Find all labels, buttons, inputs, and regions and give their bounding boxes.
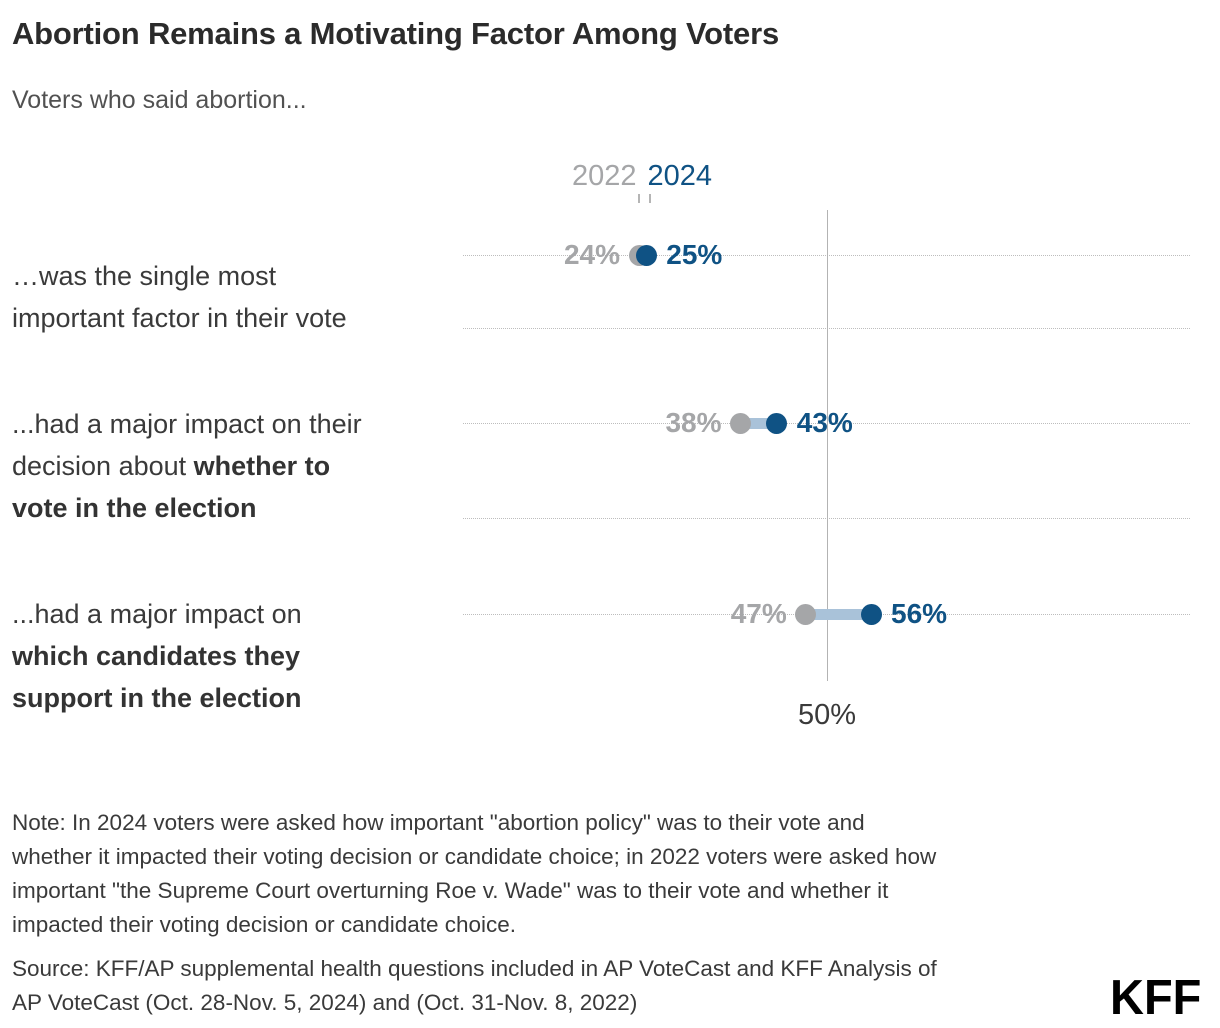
value-label-2022: 47% (730, 598, 787, 629)
legend: 2022 2024 (572, 160, 712, 193)
connector (805, 608, 871, 620)
category-label-text: ...had a major impact on (12, 599, 302, 629)
category-label-text-bold: which candidates they support in the ele… (12, 641, 302, 713)
gridline-separator-1 (463, 328, 1190, 329)
category-label-1: …was the single most important factor in… (12, 213, 482, 339)
value-label-2022: 38% (665, 407, 722, 438)
reference-line-50 (827, 210, 828, 681)
dot-2022 (730, 412, 751, 434)
gridline-row-1 (463, 255, 1190, 256)
category-label-text: …was the single most important factor in… (12, 261, 347, 333)
gridline-row-2 (463, 423, 1190, 424)
value-label-2024: 56% (891, 598, 948, 629)
legend-item-2022: 2022 (572, 160, 637, 192)
value-label-2024: 43% (796, 407, 853, 438)
category-label-2: ...had a major impact on their decision … (12, 361, 482, 529)
category-label-text-bold: whether to vote in the election (12, 451, 331, 523)
value-label-2022: 24% (563, 239, 620, 270)
note-text: Note: In 2024 voters were asked how impo… (12, 810, 937, 937)
legend-tick-marks (638, 194, 651, 203)
dot-2022 (795, 603, 817, 625)
kff-logo: KFF (1110, 969, 1202, 1025)
category-label-3: ...had a major impact on which candidate… (12, 551, 482, 719)
category-label-text: ...had a major impact on their decision … (12, 409, 362, 481)
value-label-2024: 25% (666, 239, 723, 270)
dot-2024 (766, 412, 788, 434)
legend-item-2024: 2024 (647, 160, 713, 192)
connector (740, 417, 777, 429)
chart-subtitle: Voters who said abortion... (12, 86, 307, 114)
page-title: Abortion Remains a Motivating Factor Amo… (12, 16, 779, 51)
reference-line-label: 50% (797, 699, 857, 731)
dot-2024 (860, 603, 882, 625)
dot-2024 (635, 244, 657, 266)
source-text: Source: KFF/AP supplemental health quest… (12, 956, 937, 1015)
tick-mark (649, 194, 651, 203)
tick-mark (638, 194, 640, 203)
gridline-separator-2 (463, 518, 1190, 519)
